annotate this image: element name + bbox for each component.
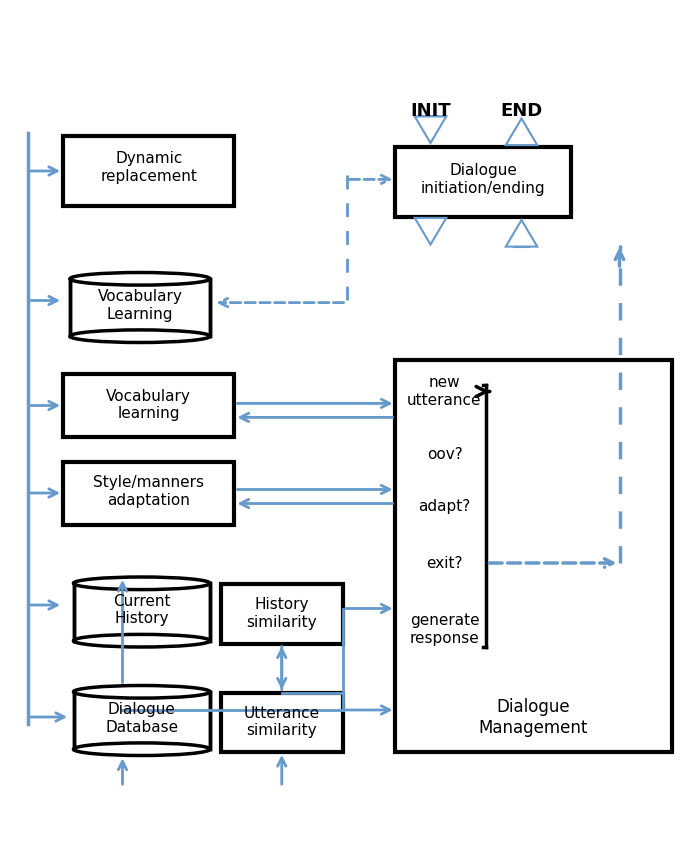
Text: Vocabulary
Learning: Vocabulary Learning	[97, 289, 183, 322]
Text: END: END	[500, 102, 542, 120]
Text: Current
History: Current History	[113, 593, 171, 626]
Text: adapt?: adapt?	[419, 500, 470, 514]
FancyBboxPatch shape	[220, 584, 343, 643]
Ellipse shape	[70, 273, 210, 286]
FancyBboxPatch shape	[63, 374, 235, 437]
Polygon shape	[505, 119, 538, 145]
Polygon shape	[414, 116, 447, 143]
Ellipse shape	[74, 685, 210, 698]
Text: Dynamic
replacement: Dynamic replacement	[100, 151, 197, 184]
Text: Vocabulary
learning: Vocabulary learning	[106, 389, 191, 421]
Text: Style/manners
adaptation: Style/manners adaptation	[93, 476, 204, 507]
Text: Dialogue
Management: Dialogue Management	[479, 697, 588, 737]
Ellipse shape	[70, 330, 210, 342]
Text: History
similarity: History similarity	[246, 597, 317, 630]
FancyBboxPatch shape	[423, 218, 438, 220]
FancyBboxPatch shape	[514, 143, 529, 145]
FancyBboxPatch shape	[74, 691, 210, 749]
Polygon shape	[414, 218, 447, 244]
FancyBboxPatch shape	[63, 462, 235, 525]
Ellipse shape	[74, 743, 210, 755]
FancyBboxPatch shape	[395, 360, 672, 752]
FancyBboxPatch shape	[423, 116, 438, 119]
Text: oov?: oov?	[426, 447, 463, 462]
Text: Dialogue
Database: Dialogue Database	[105, 703, 178, 734]
Text: generate
response: generate response	[410, 613, 480, 646]
FancyBboxPatch shape	[63, 136, 235, 206]
Text: Dialogue
initiation/ending: Dialogue initiation/ending	[421, 163, 545, 195]
Text: exit?: exit?	[426, 556, 463, 570]
FancyBboxPatch shape	[70, 279, 210, 336]
FancyBboxPatch shape	[514, 244, 529, 247]
Text: Utterance
similarity: Utterance similarity	[244, 706, 320, 738]
Text: INIT: INIT	[410, 102, 451, 120]
Ellipse shape	[74, 577, 210, 590]
FancyBboxPatch shape	[74, 583, 210, 641]
FancyBboxPatch shape	[220, 692, 343, 752]
Polygon shape	[505, 220, 538, 247]
FancyBboxPatch shape	[395, 146, 570, 217]
Text: new
utterance: new utterance	[407, 375, 482, 408]
Ellipse shape	[74, 635, 210, 647]
